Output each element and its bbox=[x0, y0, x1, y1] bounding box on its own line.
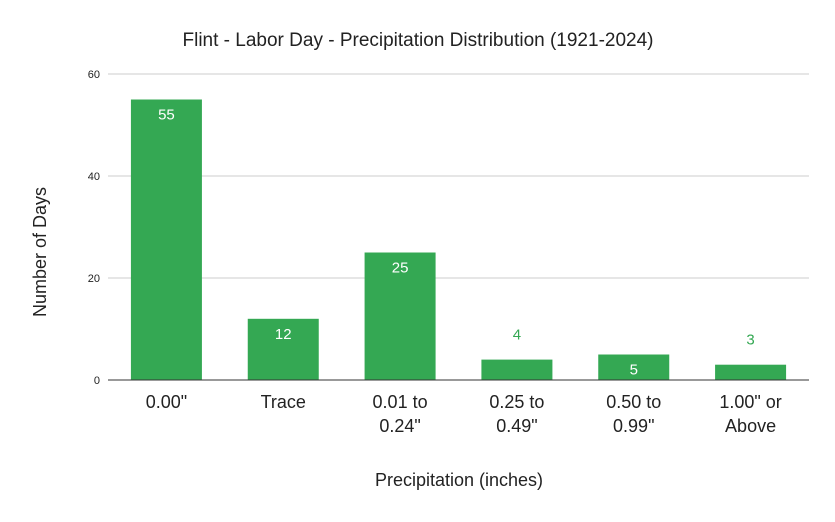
bar-value-label: 5 bbox=[630, 362, 638, 379]
y-tick-label: 40 bbox=[88, 171, 100, 183]
y-tick-label: 20 bbox=[88, 273, 100, 285]
gridlines bbox=[108, 73, 809, 279]
x-axis-ticks: 0.00" Trace 0.01 to 0.24" 0.25 to 0.49" 0.50 t… bbox=[146, 392, 782, 436]
y-tick-label: 60 bbox=[88, 69, 100, 81]
x-tick-label: 0.99" bbox=[613, 416, 654, 436]
x-tick-label: 0.24" bbox=[379, 416, 420, 436]
bar bbox=[715, 364, 787, 380]
bars bbox=[130, 99, 787, 380]
bar-value-label: 25 bbox=[392, 260, 409, 277]
y-tick-label: 0 bbox=[94, 375, 100, 387]
x-tick-label: Above bbox=[725, 416, 776, 436]
bar bbox=[247, 318, 319, 380]
bar-value-label: 4 bbox=[513, 327, 521, 344]
y-axis-ticks: 0 20 40 60 bbox=[88, 69, 100, 387]
x-axis-title: Precipitation (inches) bbox=[375, 470, 543, 490]
chart-title: Flint - Labor Day - Precipitation Distri… bbox=[183, 30, 654, 51]
x-tick-label: 0.00" bbox=[146, 392, 187, 412]
bar-value-labels: 55 12 25 4 5 3 bbox=[158, 107, 755, 379]
x-tick-label: Trace bbox=[261, 392, 306, 412]
x-tick-label: 0.49" bbox=[496, 416, 537, 436]
x-tick-label: 0.01 to bbox=[373, 392, 428, 412]
bar bbox=[598, 354, 670, 380]
x-tick-label: 1.00" or bbox=[719, 392, 781, 412]
x-tick-label: 0.50 to bbox=[606, 392, 661, 412]
bar bbox=[481, 359, 553, 380]
bar bbox=[364, 252, 436, 380]
x-tick-label: 0.25 to bbox=[489, 392, 544, 412]
y-axis-title: Number of Days bbox=[30, 187, 50, 317]
bar bbox=[130, 99, 202, 380]
bar-value-label: 12 bbox=[275, 326, 292, 343]
bar-value-label: 55 bbox=[158, 107, 175, 124]
bar-value-label: 3 bbox=[746, 332, 754, 349]
